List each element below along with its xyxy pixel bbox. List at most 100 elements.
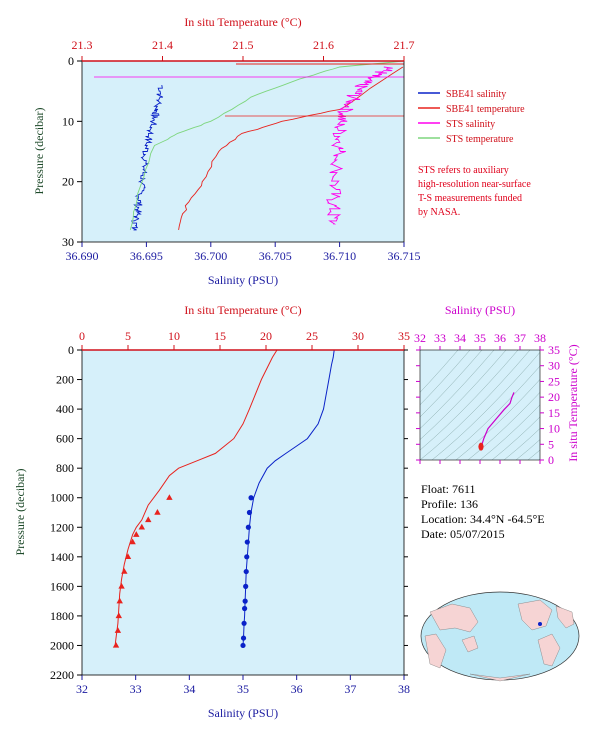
ts-temp-tick-label: 10 xyxy=(548,422,560,436)
ts-density-contour xyxy=(503,428,540,460)
legend-label: SBE41 temperature xyxy=(446,104,525,115)
salinity-tick-label: 36.715 xyxy=(388,249,421,263)
salinity-marker xyxy=(242,605,248,612)
map-landmass xyxy=(555,605,575,629)
ts-salinity-tick-label: 37 xyxy=(514,331,526,345)
sts-note-line: STS refers to auxiliary xyxy=(418,165,509,176)
temp-tick-label: 0 xyxy=(79,329,85,343)
salinity-marker xyxy=(245,524,251,530)
profile-number: Profile: 136 xyxy=(421,497,478,511)
ts-density-contour xyxy=(420,350,495,429)
ts-density-contour xyxy=(420,350,507,440)
ts-curve xyxy=(480,392,515,449)
salinity-marker xyxy=(246,509,253,516)
ts-density-contour xyxy=(443,365,540,460)
temperature-marker xyxy=(116,597,123,604)
temp-tick-label: 21.5 xyxy=(233,38,254,52)
temp-tick-label: 21.3 xyxy=(72,38,93,52)
temperature-marker xyxy=(138,523,145,530)
pressure-tick-label: 1800 xyxy=(50,609,74,623)
temp-tick-label: 21.7 xyxy=(394,38,415,52)
pressure-tick-label: 0 xyxy=(68,343,74,357)
ts-salinity-tick-label: 32 xyxy=(414,331,426,345)
ts-density-contour xyxy=(420,350,459,393)
map-landmass xyxy=(461,635,479,653)
temp-tick-label: 20 xyxy=(260,329,272,343)
sts-note-line: by NASA. xyxy=(418,207,461,218)
map-landmass xyxy=(537,633,561,667)
temp-tick-label: 25 xyxy=(306,329,318,343)
temp-tick-label: 21.6 xyxy=(313,38,334,52)
surface-plot-area xyxy=(82,61,404,242)
salinity-tick-label: 36 xyxy=(291,682,303,696)
pressure-tick-label: 0 xyxy=(68,54,74,68)
ts-temp-tick-label: 30 xyxy=(548,359,560,373)
series-line-sbe41-salinity xyxy=(131,85,164,231)
deep-salinity-axis-title: Salinity (PSU) xyxy=(208,706,278,720)
surface-legend: SBE41 salinity SBE41 temperature STS salin… xyxy=(418,89,525,145)
surface-pressure-axis-title: Pressure (decibar) xyxy=(32,108,46,195)
ts-density-contour xyxy=(420,350,483,418)
pressure-tick-label: 1000 xyxy=(50,491,74,505)
ts-salinity-tick-label: 36 xyxy=(494,331,506,345)
ts-salinity-tick-label: 38 xyxy=(534,331,546,345)
map-ocean xyxy=(420,591,580,681)
temp-tick-label: 5 xyxy=(125,329,131,343)
float-location-marker xyxy=(538,622,542,626)
temp-tick-label: 21.4 xyxy=(152,38,173,52)
sts-note: STS refers to auxiliary high-resolution … xyxy=(418,164,588,220)
salinity-tick-label: 36.690 xyxy=(66,249,99,263)
salinity-tick-label: 34 xyxy=(183,682,195,696)
temperature-marker xyxy=(124,553,132,560)
legend-label: STS temperature xyxy=(446,134,514,145)
salinity-tick-label: 33 xyxy=(130,682,142,696)
temp-tick-label: 30 xyxy=(352,329,364,343)
temperature-marker xyxy=(115,612,122,619)
pressure-tick-label: 20 xyxy=(62,175,74,189)
salinity-tick-label: 36.700 xyxy=(194,249,227,263)
ts-salinity-tick-label: 33 xyxy=(434,331,446,345)
salinity-tick-label: 36.705 xyxy=(259,249,292,263)
pressure-tick-label: 1600 xyxy=(50,579,74,593)
ts-salinity-tick-label: 35 xyxy=(474,331,486,345)
salinity-tick-label: 35 xyxy=(237,682,249,696)
pressure-tick-label: 2200 xyxy=(50,668,74,682)
salinity-marker xyxy=(243,583,249,589)
ts-density-contour xyxy=(467,392,540,460)
salinity-tick-label: 36.695 xyxy=(130,249,163,263)
temp-tick-label: 35 xyxy=(398,329,410,343)
map-landmass xyxy=(424,633,447,669)
map-landmass xyxy=(469,673,531,682)
pressure-tick-label: 10 xyxy=(62,114,74,128)
salinity-marker xyxy=(248,495,254,501)
pressure-tick-label: 2000 xyxy=(50,638,74,652)
temperature-marker xyxy=(112,641,120,648)
location: Location: 34.4°N -64.5°E xyxy=(421,512,545,526)
ts-density-contour xyxy=(420,350,519,451)
salinity-tick-label: 36.710 xyxy=(323,249,356,263)
deep-plot-area xyxy=(82,350,404,675)
salinity-marker xyxy=(243,568,249,575)
float-id: Float: 7611 xyxy=(421,482,476,496)
deep-profile-chart: 0 5 10 15 20 25 30 35 32 33 34 35 36 37 38 0 200 400 600 80… xyxy=(13,303,410,720)
ts-temp-tick-label: 20 xyxy=(548,390,560,404)
salinity-marker xyxy=(244,539,250,545)
ts-salinity-axis-title: Salinity (PSU) xyxy=(445,303,515,317)
temperature-marker xyxy=(114,627,122,633)
date: Date: 05/07/2015 xyxy=(421,527,505,541)
pressure-tick-label: 1200 xyxy=(50,520,74,534)
salinity-marker xyxy=(242,598,248,604)
salinity-tick-label: 38 xyxy=(398,682,410,696)
salinity-marker xyxy=(240,642,246,649)
salinity-marker xyxy=(241,620,247,626)
series-line-sbe41-temperature xyxy=(178,66,404,230)
float-info: Float: 7611 Profile: 136 Location: 34.4°… xyxy=(421,482,545,542)
ts-deep-cluster xyxy=(478,442,484,451)
legend-label: STS salinity xyxy=(446,119,495,130)
deep-pressure-axis-title: Pressure (decibar) xyxy=(13,469,27,556)
temperature-marker xyxy=(154,509,161,515)
ts-density-contour xyxy=(491,416,540,460)
legend-label: SBE41 salinity xyxy=(446,89,506,100)
ts-density-contour xyxy=(420,350,531,460)
